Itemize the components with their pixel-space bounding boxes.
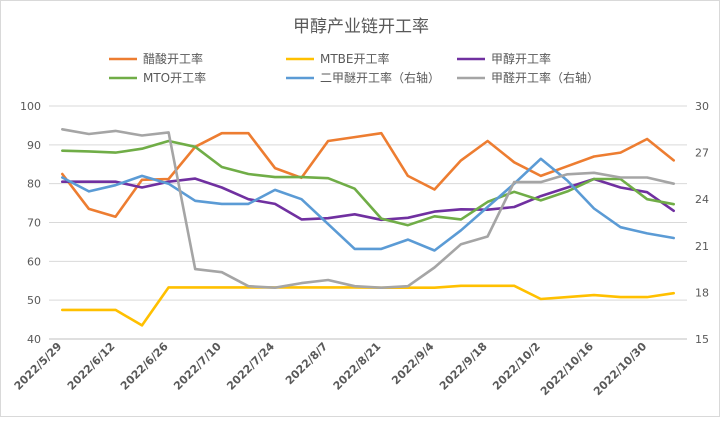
legend-label: 甲醇开工率 xyxy=(491,51,551,66)
y-right-tick-label: 21 xyxy=(695,240,709,253)
legend: 醋酸开工率 MTBE开工率 甲醇开工率 MTO开工率 二甲醚开工率（右轴） 甲醛开工率（右… xyxy=(109,51,599,85)
x-tick-label: 2022/10/30 xyxy=(591,340,649,398)
x-tick-label: 2022/9/4 xyxy=(389,340,437,388)
legend-label: MTO开工率 xyxy=(143,70,206,85)
x-axis: 2022/5/29 2022/6/12 2022/6/26 2022/7/10 2022… xyxy=(12,340,650,398)
series-line-4 xyxy=(60,139,676,227)
y-left-tick-label: 50 xyxy=(27,294,41,307)
series-line-6 xyxy=(60,128,676,290)
y-left-tick-label: 60 xyxy=(27,255,41,268)
y-right-tick-label: 18 xyxy=(695,286,709,299)
y-axis-right: 15 18 21 24 27 30 xyxy=(695,100,709,346)
y-left-tick-label: 90 xyxy=(27,139,41,152)
x-tick-label: 2022/7/24 xyxy=(224,340,277,393)
gridlines xyxy=(49,105,687,340)
x-tick-label: 2022/9/18 xyxy=(437,340,490,393)
y-left-tick-label: 100 xyxy=(20,100,41,113)
series-lines xyxy=(60,128,676,327)
y-left-tick-label: 70 xyxy=(27,217,41,230)
y-right-tick-label: 24 xyxy=(695,193,709,206)
y-axis-left: 40 50 60 70 80 90 100 xyxy=(20,100,41,346)
y-right-tick-label: 30 xyxy=(695,100,709,113)
series-line-5 xyxy=(60,157,676,252)
x-tick-label: 2022/10/16 xyxy=(538,340,596,398)
chart-title: 甲醇产业链开工率 xyxy=(293,17,429,37)
x-tick-label: 2022/5/29 xyxy=(12,340,65,393)
y-left-tick-label: 40 xyxy=(27,333,41,346)
x-tick-label: 2022/7/10 xyxy=(171,340,224,393)
x-tick-label: 2022/6/26 xyxy=(118,340,171,393)
legend-label: 醋酸开工率 xyxy=(143,51,203,66)
legend-label: MTBE开工率 xyxy=(320,51,390,66)
y-right-tick-label: 27 xyxy=(695,147,709,160)
legend-label: 甲醛开工率（右轴） xyxy=(491,70,599,85)
x-tick-label: 2022/8/7 xyxy=(283,340,330,387)
y-left-tick-label: 80 xyxy=(27,178,41,191)
series-line-2 xyxy=(60,284,676,327)
x-tick-label: 2022/10/2 xyxy=(490,340,543,393)
y-right-tick-label: 15 xyxy=(695,333,709,346)
series-line-1 xyxy=(60,131,676,218)
legend-label: 二甲醚开工率（右轴） xyxy=(320,70,440,85)
x-tick-label: 2022/6/12 xyxy=(65,340,118,393)
x-tick-label: 2022/8/21 xyxy=(331,340,384,393)
